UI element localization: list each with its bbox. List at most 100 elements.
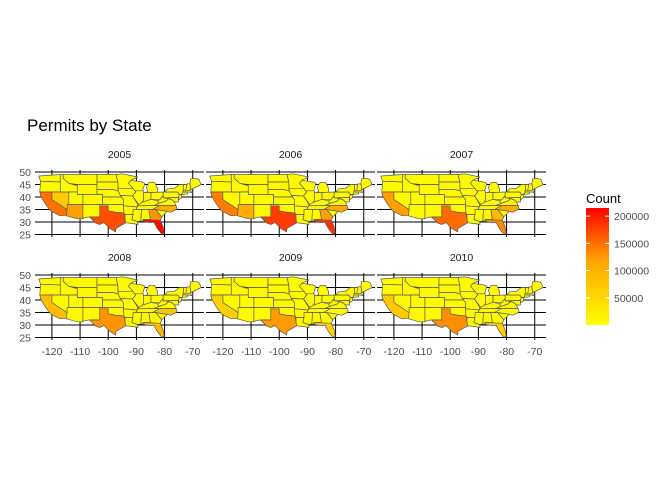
state-washington — [209, 174, 232, 183]
state-montana — [233, 174, 269, 185]
state-arizona — [408, 204, 426, 220]
state-kansas — [102, 299, 124, 308]
state-pennsylvania — [333, 191, 351, 199]
state-new-hampshire — [527, 286, 534, 294]
state-montana — [62, 277, 98, 288]
y-tick-label: 30 — [19, 320, 31, 332]
x-tick-label: -100 — [440, 346, 461, 358]
y-tick-label: 40 — [19, 192, 31, 204]
state-florida — [313, 219, 336, 235]
state-pennsylvania — [504, 191, 522, 199]
facet-panel-2008: 2008 — [35, 252, 204, 340]
state-washington — [209, 277, 232, 286]
state-michigan — [487, 285, 500, 296]
state-colorado — [253, 194, 274, 205]
y-tick-label: 50 — [19, 270, 31, 282]
state-new-hampshire — [356, 286, 363, 294]
x-tick-label: -90 — [300, 346, 315, 358]
x-tick-label: -80 — [157, 346, 172, 358]
facet-strip-label: 2009 — [279, 252, 303, 264]
state-new-jersey — [349, 194, 354, 201]
state-mississippi — [473, 209, 484, 222]
facet-strip-label: 2007 — [450, 149, 474, 161]
state-kansas — [102, 196, 124, 205]
state-washington — [380, 174, 403, 183]
chart-title: Permits by State — [27, 116, 152, 135]
facet-panel-2007: 2007 — [377, 149, 546, 237]
state-kansas — [273, 196, 295, 205]
y-tick-label: 40 — [19, 295, 31, 307]
state-oregon — [210, 180, 232, 193]
state-north-dakota — [438, 174, 461, 183]
state-north-dakota — [267, 277, 290, 286]
state-maryland — [336, 197, 350, 203]
state-montana — [404, 277, 440, 288]
state-shapes — [209, 173, 373, 235]
state-shapes — [38, 173, 202, 235]
x-tick-label: -90 — [471, 346, 486, 358]
state-arizona — [237, 307, 255, 323]
state-kansas — [444, 299, 466, 308]
state-connecticut — [352, 191, 360, 195]
x-tick-label: -70 — [527, 346, 542, 358]
state-connecticut — [523, 191, 531, 195]
state-wyoming — [76, 287, 98, 298]
state-mississippi — [131, 312, 142, 325]
facet-panel-2005: 2005 — [35, 149, 204, 237]
state-new-hampshire — [356, 183, 363, 191]
state-connecticut — [181, 191, 189, 195]
state-maine — [360, 177, 373, 190]
state-florida — [142, 219, 165, 235]
state-wyoming — [76, 184, 98, 195]
y-tick-label: 35 — [19, 205, 31, 217]
y-tick-label: 45 — [19, 180, 31, 192]
legend-tick-label: 150000 — [614, 238, 649, 250]
state-maryland — [507, 300, 521, 306]
state-new-jersey — [178, 194, 183, 201]
legend-tick-label: 100000 — [614, 266, 649, 278]
state-mississippi — [473, 312, 484, 325]
state-arizona — [408, 307, 426, 323]
state-colorado — [82, 194, 103, 205]
state-maine — [189, 177, 202, 190]
state-colorado — [424, 297, 445, 308]
state-shapes — [38, 276, 202, 338]
state-colorado — [82, 297, 103, 308]
state-michigan — [316, 182, 329, 193]
state-colorado — [424, 194, 445, 205]
state-washington — [38, 174, 61, 183]
state-maine — [531, 177, 544, 190]
state-new-jersey — [520, 194, 525, 201]
state-pennsylvania — [333, 294, 351, 302]
legend-title: Count — [586, 191, 621, 206]
state-washington — [380, 277, 403, 286]
state-new-hampshire — [185, 286, 192, 294]
facet-panel-2006: 2006 — [206, 149, 375, 237]
state-oregon — [210, 283, 232, 296]
x-tick-label: -80 — [499, 346, 514, 358]
state-washington — [38, 277, 61, 286]
state-new-jersey — [520, 297, 525, 304]
state-north-dakota — [438, 277, 461, 286]
y-tick-label: 25 — [19, 230, 31, 242]
state-north-dakota — [267, 174, 290, 183]
state-mississippi — [131, 209, 142, 222]
x-tick-label: -70 — [185, 346, 200, 358]
state-montana — [404, 174, 440, 185]
y-tick-label: 30 — [19, 217, 31, 229]
facet-panel-2009: 2009 — [206, 252, 375, 340]
state-florida — [313, 322, 336, 338]
state-oregon — [39, 283, 61, 296]
state-connecticut — [523, 294, 531, 298]
state-wyoming — [418, 184, 440, 195]
state-colorado — [253, 297, 274, 308]
facet-panels: 2005 2006 2007 2008 2009 2010 — [35, 149, 546, 340]
x-tick-label: -90 — [129, 346, 144, 358]
state-kansas — [273, 299, 295, 308]
x-tick-label: -70 — [356, 346, 371, 358]
state-wyoming — [247, 184, 269, 195]
state-mississippi — [302, 209, 313, 222]
state-maryland — [165, 300, 179, 306]
